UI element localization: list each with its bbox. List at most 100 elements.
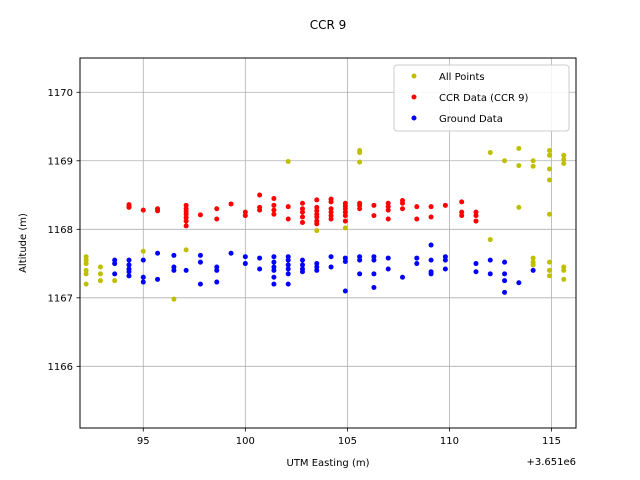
data-point xyxy=(428,214,434,220)
data-point xyxy=(357,206,363,212)
data-point xyxy=(442,266,448,272)
data-point xyxy=(97,271,103,277)
data-point xyxy=(502,271,508,277)
data-point xyxy=(516,280,522,286)
data-point xyxy=(357,202,363,208)
y-tick-label: 1169 xyxy=(48,156,73,167)
data-point xyxy=(299,214,305,220)
data-point xyxy=(271,254,277,260)
data-point xyxy=(126,204,132,210)
data-point xyxy=(285,271,291,277)
data-point xyxy=(371,213,377,219)
data-point xyxy=(385,255,391,261)
data-point xyxy=(214,216,220,222)
data-point xyxy=(228,201,234,207)
y-axis-label: Altitude (m) xyxy=(18,213,29,273)
data-point xyxy=(285,158,291,164)
data-point xyxy=(371,271,377,277)
data-point xyxy=(385,216,391,222)
data-point xyxy=(140,257,146,263)
data-point xyxy=(197,259,203,265)
data-point xyxy=(459,213,465,219)
data-point xyxy=(459,199,465,205)
legend-entry-label: CCR Data (CCR 9) xyxy=(439,93,529,104)
data-point xyxy=(428,271,434,277)
y-tick-label: 1170 xyxy=(48,88,73,99)
data-point xyxy=(155,208,161,214)
data-point xyxy=(299,262,305,268)
data-point xyxy=(314,228,320,234)
data-point xyxy=(487,257,493,263)
legend-entry-label: Ground Data xyxy=(439,114,503,125)
chart-title: CCR 9 xyxy=(310,18,347,32)
data-point xyxy=(328,213,334,219)
data-point xyxy=(561,267,567,273)
data-point xyxy=(530,158,536,164)
data-point xyxy=(97,278,103,284)
data-point xyxy=(314,267,320,273)
data-point xyxy=(299,209,305,215)
data-point xyxy=(546,259,552,265)
data-point xyxy=(342,259,348,264)
data-point xyxy=(414,255,420,261)
legend-marker xyxy=(411,73,417,79)
y-axis-ticks: 1166 1167 1168 1169 1170 xyxy=(48,88,80,373)
data-point xyxy=(442,257,448,263)
data-point xyxy=(530,163,536,169)
data-point xyxy=(442,254,448,260)
data-point xyxy=(428,242,434,248)
data-point xyxy=(112,261,118,267)
data-point xyxy=(197,252,203,258)
data-point xyxy=(242,261,248,267)
data-point xyxy=(385,207,391,213)
legend-entry-label: All Points xyxy=(439,72,485,83)
data-point xyxy=(271,267,277,273)
data-point xyxy=(357,271,363,277)
data-point xyxy=(502,158,508,164)
legend: All Points CCR Data (CCR 9) Ground Data xyxy=(393,64,570,132)
data-point xyxy=(546,211,552,217)
data-point xyxy=(385,266,391,272)
data-point xyxy=(502,278,508,284)
data-point xyxy=(342,213,348,219)
data-point xyxy=(561,276,567,282)
data-point xyxy=(155,250,161,256)
data-point xyxy=(285,262,291,268)
data-point xyxy=(97,264,103,270)
data-point xyxy=(140,207,146,213)
data-point xyxy=(385,200,391,206)
data-point xyxy=(183,267,189,273)
data-point xyxy=(299,269,305,275)
data-point xyxy=(414,216,420,222)
data-point xyxy=(257,192,263,198)
data-point xyxy=(299,219,305,225)
data-point xyxy=(214,206,220,212)
series-2 xyxy=(112,242,536,295)
data-point xyxy=(285,281,291,287)
data-point xyxy=(546,273,552,279)
series-1 xyxy=(126,192,479,229)
data-point xyxy=(183,223,189,229)
data-point xyxy=(183,211,189,217)
data-point xyxy=(271,202,277,208)
x-tick-label: 105 xyxy=(338,436,357,447)
data-point xyxy=(487,237,493,243)
data-point xyxy=(183,247,189,253)
data-point xyxy=(285,204,291,210)
data-point xyxy=(357,254,363,260)
plot-frame xyxy=(79,57,577,429)
data-point xyxy=(328,216,334,222)
data-point xyxy=(371,202,377,208)
data-point xyxy=(371,285,377,291)
data-point xyxy=(328,209,334,215)
data-point xyxy=(214,279,220,285)
data-point xyxy=(112,257,118,263)
data-point xyxy=(271,211,277,217)
data-point xyxy=(257,266,263,272)
data-point xyxy=(342,206,348,212)
x-axis-ticks: 95 100 105 110 115 xyxy=(137,428,561,447)
legend-marker xyxy=(411,94,417,100)
data-point xyxy=(459,209,465,215)
data-point xyxy=(473,209,479,215)
